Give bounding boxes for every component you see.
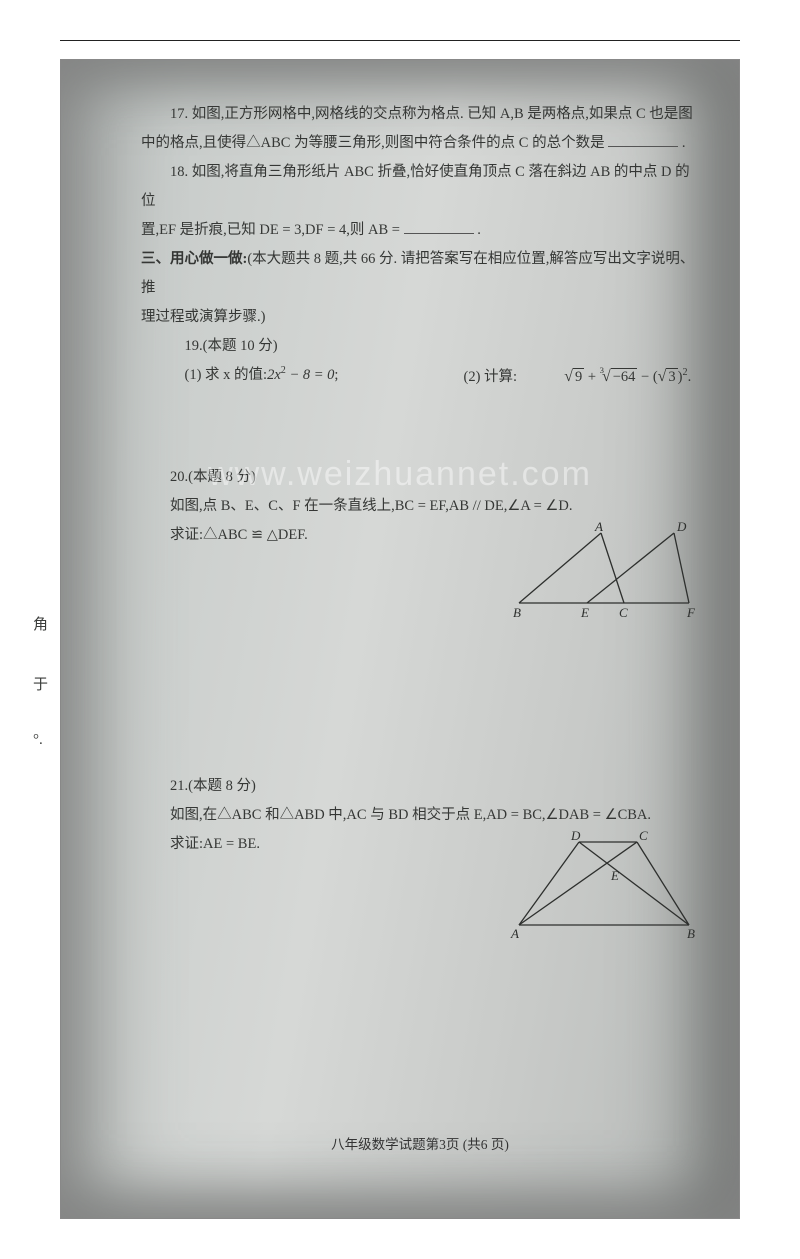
q19-header: 19.(本题 10 分): [141, 332, 699, 361]
q21-figure: A B D C E: [509, 830, 699, 951]
q18-line2: 置,EF 是折痕,已知 DE = 3,DF = 4,则 AB = .: [141, 216, 699, 245]
margin-fragment: 角: [33, 610, 48, 640]
scanned-exam-page: 角 于 °. www.weizhuannet.com 17. 如图,正方形网格中…: [60, 59, 740, 1219]
q20-line1: 如图,点 B、E、C、F 在一条直线上,BC = EF,AB // DE,∠A …: [141, 492, 699, 521]
q17-line1: 17. 如图,正方形网格中,网格线的交点称为格点. 已知 A,B 是两格点,如果…: [141, 100, 699, 129]
q19-part1-expr: 2x2 − 8 = 0: [267, 367, 334, 383]
svg-text:D: D: [676, 521, 687, 534]
q17-line2: 中的格点,且使得△ABC 为等腰三角形,则图中符合条件的点 C 的总个数是 .: [141, 129, 699, 158]
q21-header: 21.(本题 8 分): [141, 772, 699, 801]
workspace-gap: [141, 632, 699, 772]
svg-text:D: D: [570, 830, 581, 843]
section3-desc2: 理过程或演算步骤.): [141, 303, 699, 332]
q17-text: 中的格点,且使得△ABC 为等腰三角形,则图中符合条件的点 C 的总个数是: [141, 135, 605, 151]
q18-text-a: 置,EF 是折痕,已知 DE = 3,DF = 4,则 AB =: [141, 222, 400, 238]
q18-text-b: .: [477, 222, 481, 238]
margin-fragment: °.: [33, 725, 43, 755]
q21-line1: 如图,在△ABC 和△ABD 中,AC 与 BD 相交于点 E,AD = BC,…: [141, 801, 699, 830]
q19-parts: (1) 求 x 的值:2x2 − 8 = 0; (2) 计算: √9 + 3√−…: [141, 361, 699, 393]
q19-part2-expr: √9 + 3√−64 − (√3)2.: [521, 361, 692, 393]
svg-text:F: F: [686, 605, 696, 620]
q21-svg: A B D C E: [509, 830, 699, 940]
q18-blank[interactable]: [404, 219, 474, 235]
workspace-gap: [141, 393, 699, 463]
q20-svg: A D B E C F: [509, 521, 699, 621]
q19-part2-label: (2) 计算:: [464, 369, 518, 385]
section3: 三、用心做一做:(本大题共 8 题,共 66 分. 请把答案写在相应位置,解答应…: [141, 245, 699, 303]
top-rule: [60, 40, 740, 41]
svg-text:B: B: [513, 605, 521, 620]
q20-header: 20.(本题 8 分): [141, 463, 699, 492]
svg-text:A: A: [510, 926, 519, 940]
q20-figure: A D B E C F: [509, 521, 699, 632]
svg-text:E: E: [610, 868, 619, 883]
margin-fragment: 于: [33, 670, 48, 700]
q17-tail: .: [682, 135, 686, 151]
workspace-gap: [141, 951, 699, 1091]
svg-text:B: B: [687, 926, 695, 940]
svg-text:C: C: [639, 830, 648, 843]
page: 角 于 °. www.weizhuannet.com 17. 如图,正方形网格中…: [0, 0, 800, 1259]
svg-text:A: A: [594, 521, 603, 534]
q19-part2: (2) 计算: √9 + 3√−64 − (√3)2.: [420, 361, 699, 393]
q19-part1: (1) 求 x 的值:2x2 − 8 = 0;: [141, 361, 420, 393]
q18-line1: 18. 如图,将直角三角形纸片 ABC 折叠,恰好使直角顶点 C 落在斜边 AB…: [141, 158, 699, 216]
svg-text:C: C: [619, 605, 628, 620]
section3-title: 三、用心做一做:: [141, 251, 247, 267]
q19-part1-label: (1) 求 x 的值:: [185, 367, 268, 383]
q17-blank[interactable]: [608, 132, 678, 148]
svg-text:E: E: [580, 605, 589, 620]
page-footer: 八年级数学试题第3页 (共6 页): [141, 1131, 699, 1158]
